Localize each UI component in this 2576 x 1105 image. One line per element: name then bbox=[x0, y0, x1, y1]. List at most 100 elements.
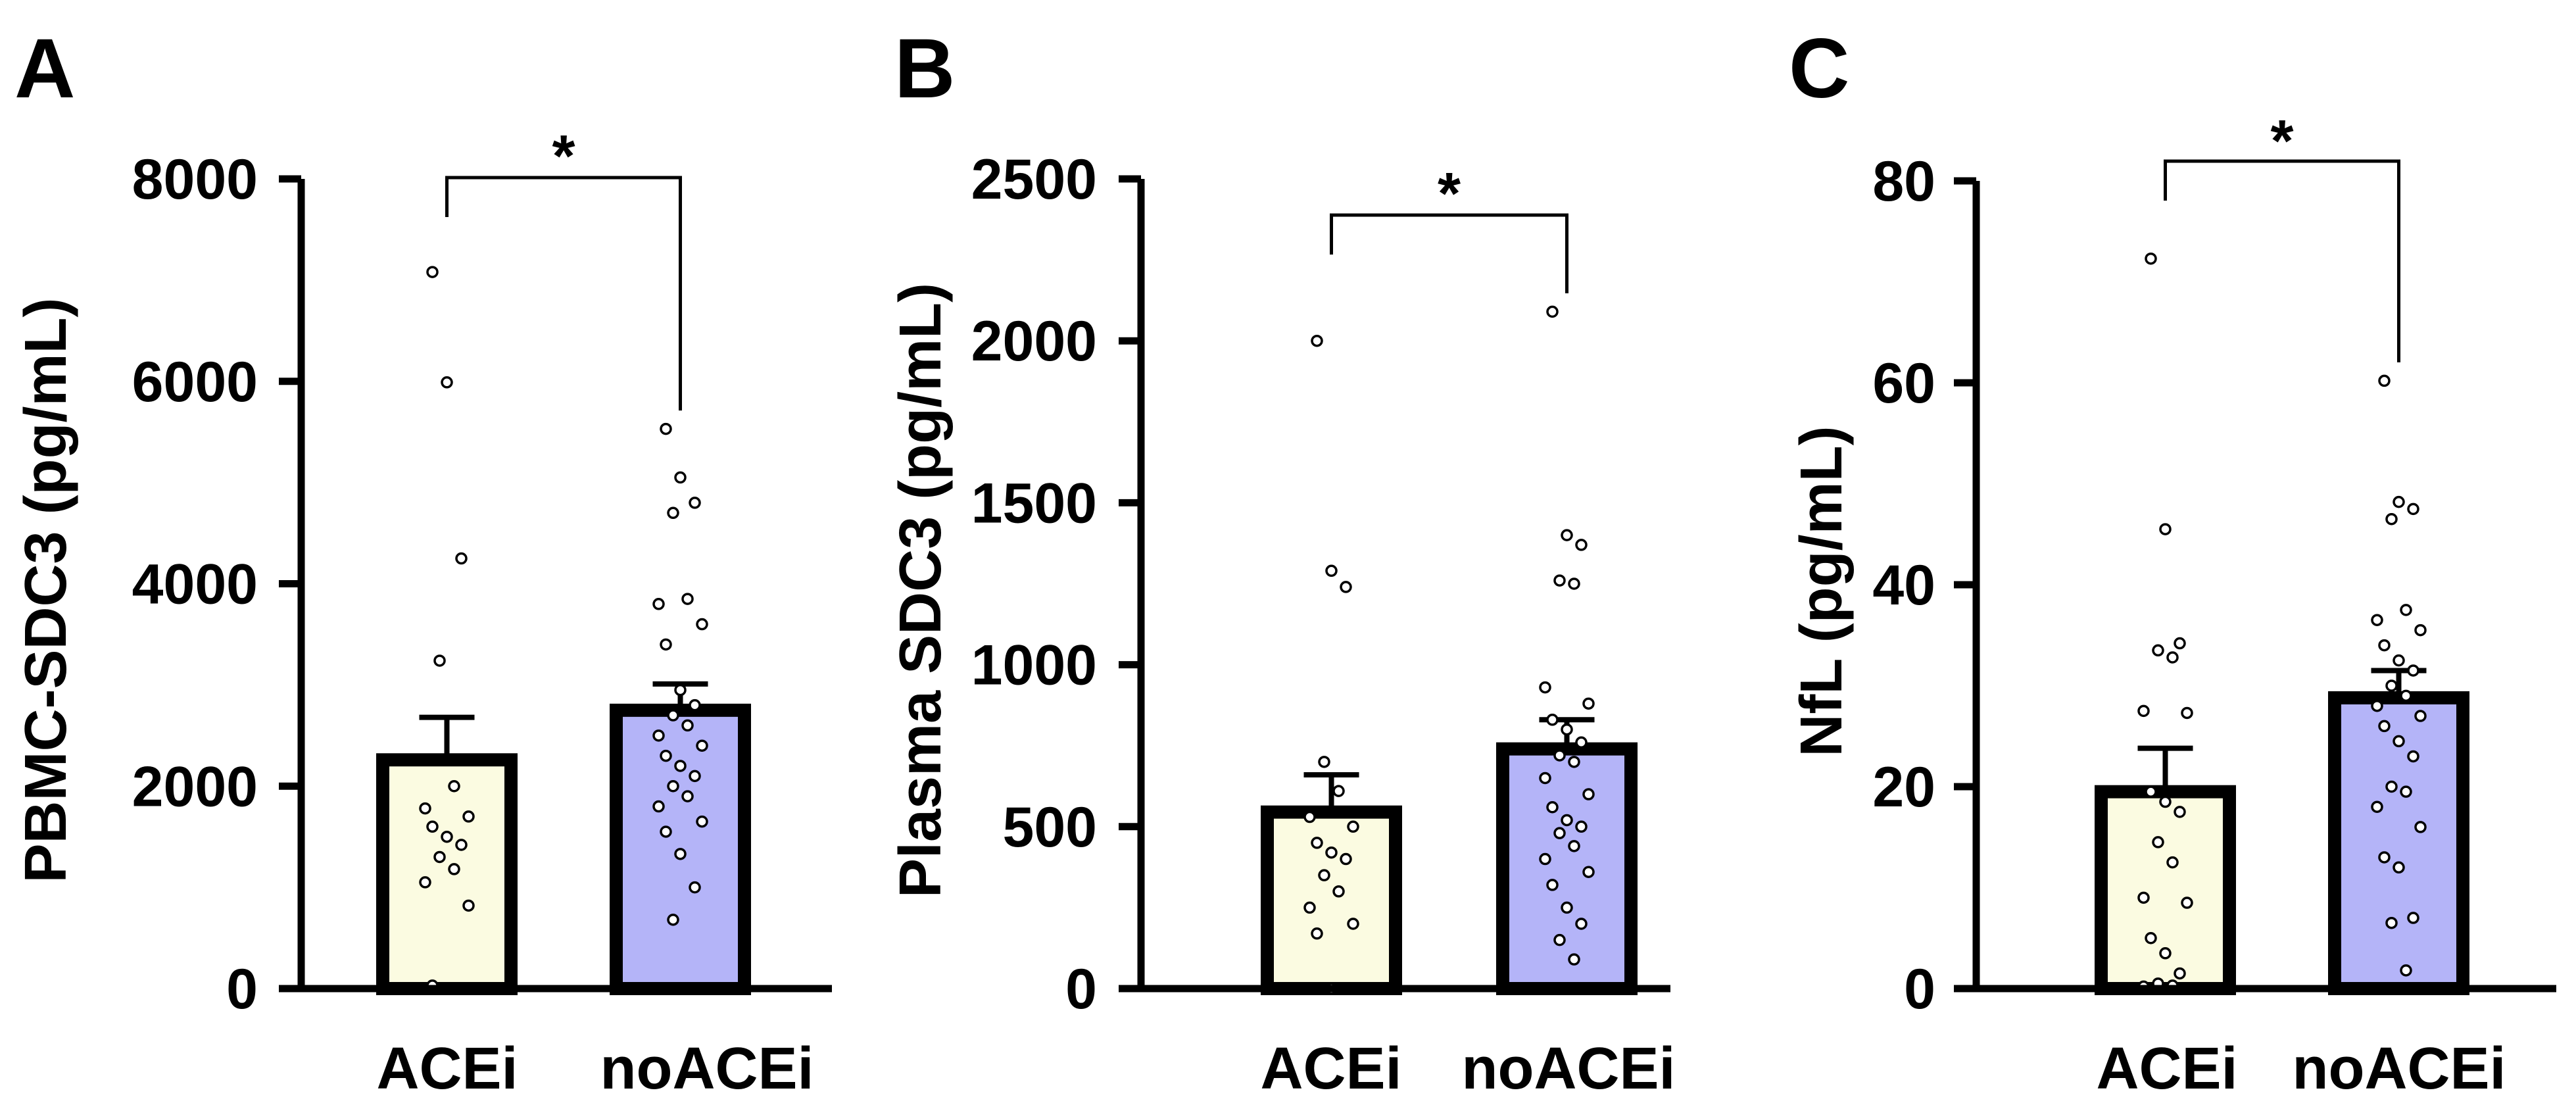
data-point bbox=[2378, 851, 2391, 864]
y-axis-label: Plasma SDC3 (pg/mL) bbox=[888, 283, 954, 898]
data-point bbox=[2400, 604, 2412, 616]
data-point bbox=[1318, 869, 1330, 881]
y-tick-label: 40 bbox=[1872, 554, 1935, 617]
data-point bbox=[681, 593, 694, 605]
y-tick-label: 500 bbox=[1003, 796, 1098, 859]
data-point bbox=[696, 815, 708, 828]
y-axis-label: PBMC-SDC3 (pg/mL) bbox=[13, 298, 79, 883]
data-point bbox=[689, 699, 701, 712]
y-tick-label: 60 bbox=[1872, 352, 1935, 415]
data-point bbox=[660, 422, 672, 435]
data-point bbox=[2378, 720, 2391, 733]
data-point bbox=[462, 899, 475, 912]
data-point bbox=[674, 471, 687, 484]
data-point bbox=[1561, 814, 1573, 827]
data-point bbox=[2414, 821, 2427, 833]
data-point bbox=[2414, 624, 2427, 637]
data-point bbox=[1561, 901, 1573, 914]
data-point bbox=[2400, 964, 2412, 977]
data-point bbox=[674, 848, 687, 860]
y-tick-label: 2500 bbox=[971, 148, 1097, 211]
data-point bbox=[1546, 879, 1559, 891]
data-point bbox=[1539, 852, 1551, 866]
data-point bbox=[419, 802, 431, 815]
x-tick-label: noACEi bbox=[1462, 1036, 1676, 1102]
data-point bbox=[1546, 714, 1559, 726]
data-point bbox=[419, 876, 431, 889]
y-tick-label: 80 bbox=[1872, 150, 1935, 213]
data-point bbox=[1332, 885, 1345, 898]
data-point bbox=[696, 739, 708, 752]
y-tick-label: 1500 bbox=[971, 472, 1097, 535]
significance-marker: * bbox=[2270, 109, 2293, 174]
panel-letter: C bbox=[1789, 22, 1849, 116]
data-point bbox=[1311, 927, 1323, 940]
data-point bbox=[2181, 896, 2193, 909]
data-point bbox=[696, 618, 708, 631]
data-point bbox=[652, 598, 665, 610]
data-point bbox=[1568, 577, 1580, 590]
data-point bbox=[2407, 750, 2419, 763]
data-point bbox=[1568, 953, 1580, 966]
y-tick-label: 0 bbox=[1065, 958, 1097, 1021]
significance-marker: * bbox=[1438, 161, 1461, 227]
data-point bbox=[2393, 735, 2405, 748]
x-tick-label: noACEi bbox=[600, 1036, 814, 1102]
data-point bbox=[2378, 374, 2391, 387]
data-point bbox=[674, 683, 687, 697]
data-point bbox=[433, 654, 446, 667]
x-tick-label: ACEi bbox=[376, 1036, 518, 1102]
data-point bbox=[1332, 785, 1345, 797]
data-point bbox=[2393, 654, 2405, 667]
data-point bbox=[2407, 912, 2419, 924]
data-point bbox=[2166, 651, 2179, 664]
data-point bbox=[2378, 639, 2391, 652]
data-point bbox=[2174, 637, 2186, 650]
panel-letter: A bbox=[14, 22, 75, 116]
data-point bbox=[1582, 866, 1595, 878]
data-point bbox=[426, 820, 439, 833]
data-point bbox=[2400, 785, 2412, 798]
data-point bbox=[2137, 704, 2150, 718]
data-point bbox=[1568, 756, 1580, 768]
data-point bbox=[448, 863, 460, 875]
data-point bbox=[1561, 529, 1573, 541]
data-point bbox=[1575, 736, 1588, 749]
data-point bbox=[1575, 820, 1588, 833]
data-point bbox=[1575, 918, 1588, 930]
y-tick-label: 4000 bbox=[132, 553, 258, 616]
bar-acei bbox=[1261, 805, 1402, 995]
data-point bbox=[2181, 706, 2193, 720]
data-point bbox=[1325, 564, 1338, 577]
data-point bbox=[660, 638, 672, 651]
data-point bbox=[667, 780, 679, 793]
data-point bbox=[426, 266, 439, 278]
y-tick-label: 8000 bbox=[132, 148, 258, 211]
data-point bbox=[1347, 918, 1359, 930]
data-point bbox=[1311, 334, 1323, 347]
y-tick-label: 20 bbox=[1872, 756, 1935, 819]
data-point bbox=[660, 825, 672, 838]
data-point bbox=[681, 719, 694, 732]
data-point bbox=[1553, 933, 1566, 946]
data-point bbox=[1582, 697, 1595, 710]
y-tick-label: 1000 bbox=[971, 634, 1097, 697]
data-point bbox=[689, 770, 701, 783]
data-point bbox=[448, 780, 460, 793]
data-point bbox=[1561, 723, 1573, 736]
data-point bbox=[2159, 795, 2172, 808]
data-point bbox=[667, 506, 679, 520]
data-point bbox=[689, 497, 701, 509]
x-tick-label: ACEi bbox=[1260, 1036, 1401, 1102]
y-tick-label: 2000 bbox=[971, 310, 1097, 373]
panel-a: A 0 2000 4000 6000 8000 ACEi noACEi PBMC-SDC3 (p… bbox=[13, 22, 832, 1102]
data-point bbox=[2152, 644, 2164, 657]
significance-bracket bbox=[445, 176, 682, 411]
data-point bbox=[1546, 305, 1559, 318]
bar-acei bbox=[376, 753, 518, 996]
data-point bbox=[2174, 967, 2186, 980]
data-point bbox=[462, 810, 475, 823]
data-point bbox=[455, 552, 468, 565]
x-tick-label: noACEi bbox=[2293, 1036, 2506, 1102]
bar-noacei bbox=[1496, 742, 1638, 996]
